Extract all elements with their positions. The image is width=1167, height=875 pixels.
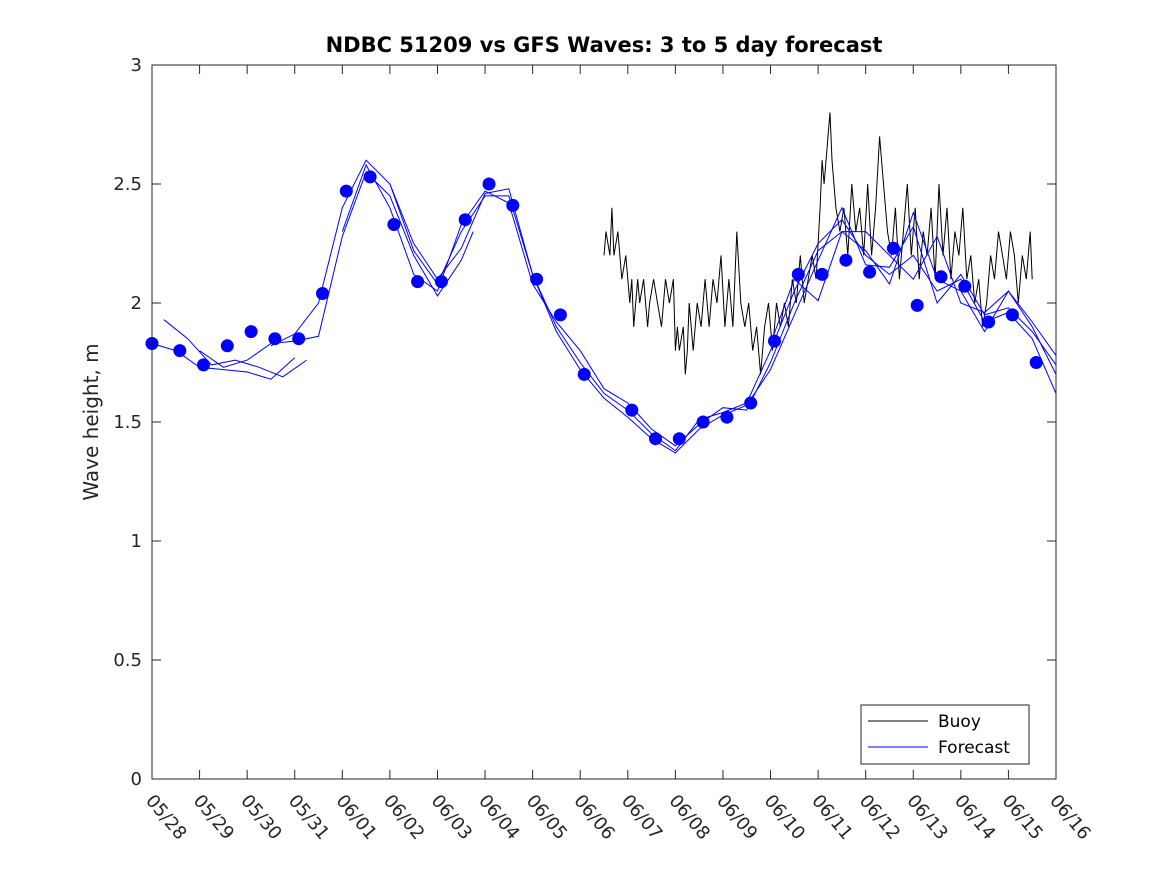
forecast-marker-28 — [815, 267, 829, 281]
y-tick-label: 1.5 — [113, 412, 142, 433]
y-tick-label: 2 — [131, 293, 142, 314]
forecast-marker-7 — [292, 332, 306, 346]
forecast-marker-31 — [886, 241, 900, 255]
forecast-marker-3 — [197, 358, 210, 372]
forecast-marker-9 — [339, 184, 353, 198]
forecast-marker-17 — [530, 272, 544, 286]
plot-area — [152, 65, 1056, 779]
y-axis-label: Wave height, m — [79, 343, 103, 500]
forecast-marker-14 — [458, 213, 472, 227]
forecast-marker-30 — [863, 265, 877, 279]
forecast-marker-5 — [244, 325, 258, 339]
forecast-marker-4 — [220, 339, 234, 353]
forecast-marker-19 — [577, 367, 591, 381]
chart-title: NDBC 51209 vs GFS Waves: 3 to 5 day fore… — [326, 33, 883, 57]
forecast-marker-2 — [173, 344, 187, 358]
forecast-marker-15 — [482, 177, 496, 191]
forecast-run-line-4 — [270, 159, 1057, 452]
forecast-marker-18 — [553, 308, 567, 322]
y-tick-label: 0 — [131, 769, 142, 790]
forecast-marker-27 — [791, 267, 805, 281]
forecast-marker-10 — [363, 170, 377, 184]
forecast-marker-22 — [672, 432, 686, 446]
y-tick-label: 0.5 — [113, 650, 142, 671]
forecast-marker-32 — [910, 298, 924, 312]
forecast-marker-24 — [720, 410, 734, 424]
forecast-marker-11 — [387, 218, 401, 231]
forecast-marker-16 — [506, 198, 520, 212]
y-tick-label: 1 — [131, 531, 142, 552]
legend-box — [860, 704, 1030, 765]
forecast-marker-25 — [744, 396, 758, 410]
y-tick-label: 2.5 — [113, 174, 142, 195]
forecast-marker-37 — [1029, 356, 1043, 369]
forecast-marker-23 — [696, 415, 710, 429]
forecast-run-line-2 — [163, 319, 307, 378]
legend: Buoy Forecast — [860, 704, 1030, 765]
forecast-marker-12 — [411, 275, 425, 289]
forecast-run-line-7 — [770, 231, 1057, 356]
forecast-marker-6 — [268, 332, 282, 346]
legend-forecast-label: Forecast — [938, 738, 1010, 758]
forecast-run-line-3 — [199, 171, 474, 368]
legend-buoy-label: Buoy — [938, 712, 981, 732]
y-tick-label: 3 — [131, 55, 142, 76]
forecast-marker-36 — [1005, 308, 1019, 322]
forecast-marker-8 — [316, 287, 329, 300]
forecast-marker-35 — [982, 315, 996, 329]
forecast-marker-13 — [434, 275, 448, 289]
forecast-marker-20 — [625, 403, 639, 417]
forecast-marker-26 — [768, 334, 781, 348]
forecast-marker-21 — [649, 432, 662, 446]
forecast-marker-34 — [958, 279, 972, 293]
forecast-marker-33 — [934, 270, 948, 284]
forecast-marker-29 — [839, 253, 853, 267]
